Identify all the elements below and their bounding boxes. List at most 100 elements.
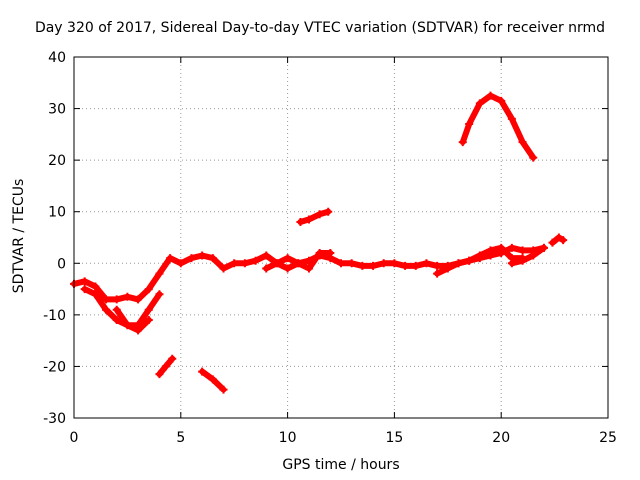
data-point — [296, 218, 305, 227]
data-point — [176, 259, 185, 268]
data-point — [80, 277, 89, 286]
series-upper-arc — [458, 91, 538, 162]
series-low-segment-2 — [198, 367, 228, 394]
data-point — [443, 264, 452, 273]
x-tick-label: 5 — [176, 430, 185, 446]
data-point — [486, 246, 495, 255]
data-point — [102, 305, 111, 314]
data-point — [161, 362, 170, 371]
data-point — [112, 316, 121, 325]
data-point — [379, 259, 388, 268]
data-point — [433, 261, 442, 270]
data-point — [144, 305, 153, 314]
x-tick-label: 25 — [599, 430, 617, 446]
data-point — [529, 153, 538, 162]
y-tick-label: 40 — [48, 50, 66, 66]
data-point — [144, 285, 153, 294]
data-point — [369, 261, 378, 270]
data-point — [272, 259, 281, 268]
data-point — [315, 210, 324, 219]
series-line — [459, 92, 537, 161]
x-tick-label: 20 — [492, 430, 510, 446]
data-point — [230, 259, 239, 268]
data-point — [123, 321, 132, 330]
data-point — [358, 261, 367, 270]
axis-ticks: 0 5 10 15 20 25 -30 -20 -10 0 10 20 30 40 — [43, 50, 617, 446]
series-late-branch — [507, 243, 548, 268]
data-point — [458, 138, 467, 147]
y-tick-label: 20 — [48, 153, 66, 169]
y-tick-label: -20 — [43, 359, 66, 375]
data-point — [304, 264, 313, 273]
data-point — [262, 264, 271, 273]
series-mid-segment — [296, 207, 333, 227]
data-point — [304, 215, 313, 224]
series-low-segment-1 — [155, 354, 177, 379]
data-point — [433, 269, 442, 278]
data-point — [123, 292, 132, 301]
data-point — [294, 259, 303, 268]
data-point — [240, 259, 249, 268]
data-point — [475, 251, 484, 260]
data-point — [251, 256, 260, 265]
data-points — [70, 91, 568, 394]
series-end-segment — [548, 233, 568, 247]
data-point — [219, 385, 228, 394]
data-point — [187, 254, 196, 263]
data-point — [337, 259, 345, 268]
series-dip-branch — [112, 305, 153, 335]
data-point — [112, 305, 121, 314]
y-tick-label: 10 — [48, 205, 66, 221]
data-point — [518, 256, 527, 265]
data-point — [539, 243, 548, 252]
data-point — [283, 254, 292, 263]
series-noise-branch — [262, 248, 335, 273]
series-line — [297, 208, 332, 225]
y-tick-label: 30 — [48, 102, 66, 118]
data-point — [497, 96, 506, 105]
data-point — [507, 259, 516, 268]
data-point — [208, 254, 217, 263]
data-point — [198, 251, 207, 260]
data-point — [411, 261, 420, 270]
data-point — [80, 285, 89, 294]
series-evening-branch — [433, 243, 527, 278]
data-point — [529, 251, 538, 260]
data-point — [134, 326, 143, 335]
series-line — [113, 306, 152, 334]
data-point — [155, 269, 164, 278]
data-point — [102, 295, 111, 304]
data-point — [465, 256, 474, 265]
series-line — [508, 244, 547, 267]
data-point — [315, 248, 324, 257]
data-point — [155, 290, 164, 299]
data-point — [422, 259, 431, 268]
data-point — [283, 264, 292, 273]
data-point — [454, 259, 463, 268]
y-tick-label: 0 — [57, 256, 66, 272]
data-point — [486, 91, 495, 100]
data-point — [548, 238, 557, 247]
data-point — [198, 367, 207, 376]
y-tick-label: -10 — [43, 308, 66, 324]
data-point — [112, 295, 121, 304]
x-axis-label: GPS time / hours — [282, 457, 400, 473]
data-point — [475, 99, 484, 108]
data-point — [507, 114, 516, 123]
data-point — [554, 233, 563, 242]
data-point — [155, 370, 164, 379]
x-tick-label: 10 — [279, 430, 297, 446]
data-point — [390, 259, 399, 268]
data-point — [518, 138, 527, 147]
data-point — [347, 259, 356, 268]
data-point — [208, 375, 217, 384]
data-point — [166, 254, 175, 263]
x-tick-label: 0 — [70, 430, 79, 446]
grid-lines — [74, 57, 608, 418]
data-point — [324, 207, 333, 216]
data-point — [497, 243, 506, 252]
x-tick-label: 15 — [385, 430, 403, 446]
data-point — [559, 236, 568, 245]
data-point — [219, 264, 228, 273]
plot-frame — [73, 56, 609, 419]
